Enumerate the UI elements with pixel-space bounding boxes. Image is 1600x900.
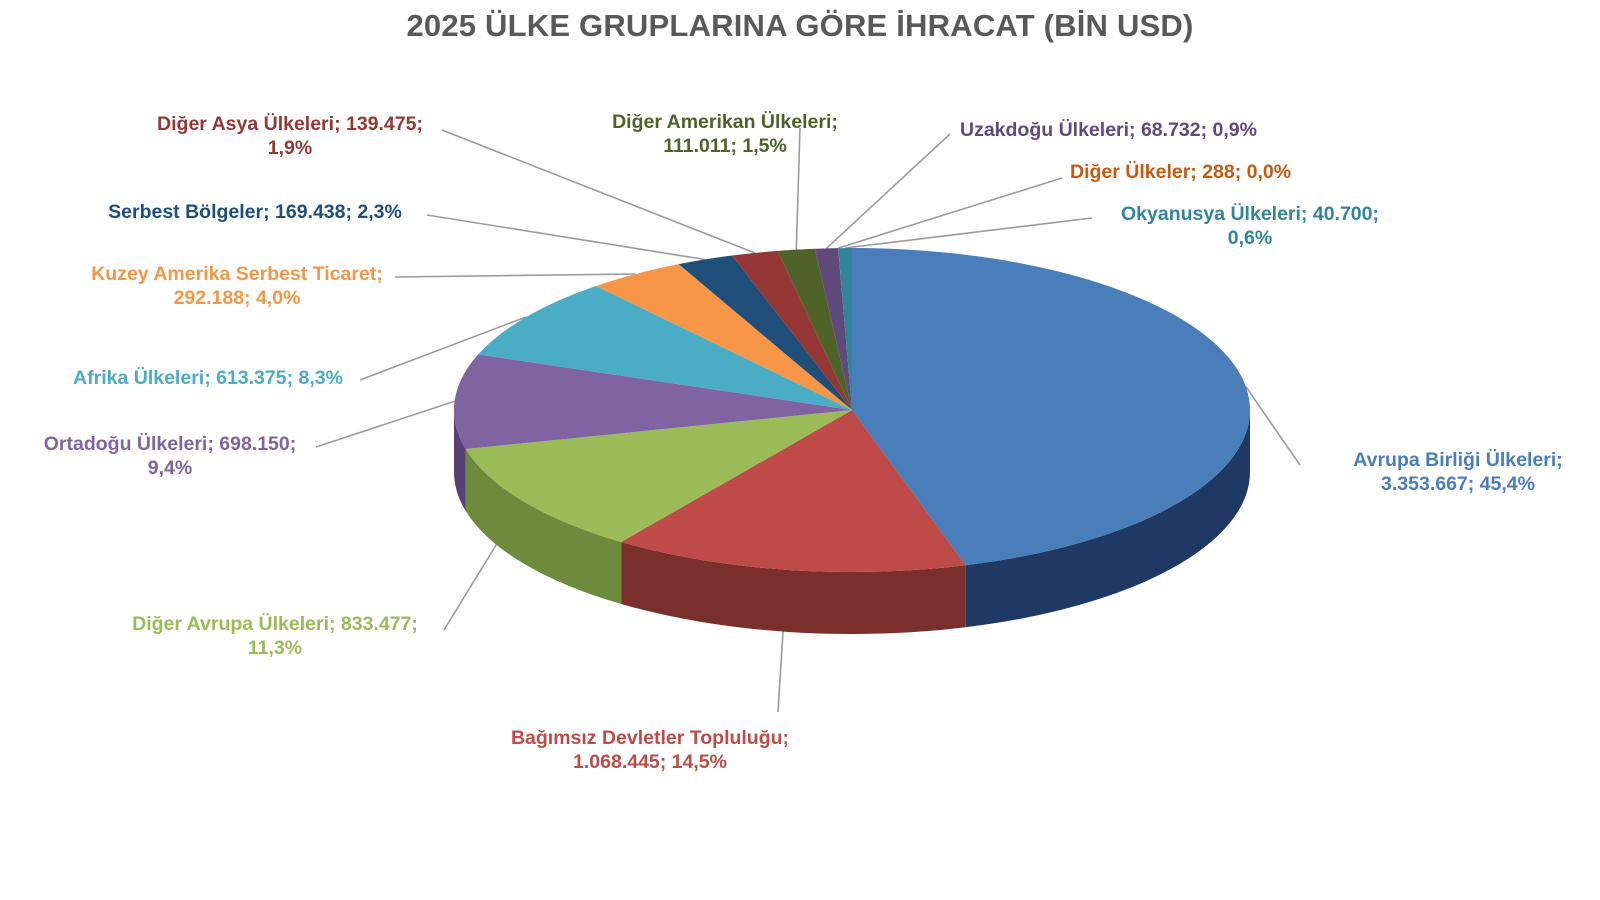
- leader-line: [795, 127, 801, 250]
- pie-slice-ortado-u-lkeleri[interactable]: [454, 354, 852, 450]
- data-label-kuzey-amerika-serbest-ticaret[interactable]: Kuzey Amerika Serbest Ticaret; 292.188; 4…: [62, 262, 412, 311]
- leader-line: [441, 129, 755, 254]
- data-label-line-1: Uzakdoğu Ülkeleri; 68.732; 0,9%: [960, 119, 1257, 141]
- pie-3d-sides-group: [454, 410, 1250, 634]
- data-label-line-2: 292.188; 4,0%: [173, 287, 301, 310]
- leader-line: [845, 217, 1093, 249]
- leader-line: [426, 214, 706, 261]
- leader-line: [825, 133, 951, 249]
- data-label-line-2: 9,4%: [147, 457, 193, 480]
- data-label-line-2: 11,3%: [247, 637, 303, 660]
- data-label-line-1: Diğer Avrupa Ülkeleri; 833.477;: [132, 613, 418, 635]
- pie-slice-side: [965, 410, 1250, 628]
- data-label-ortado-u-lkeleri[interactable]: Ortadoğu Ülkeleri; 698.150; 9,4%: [10, 432, 330, 481]
- data-label-line-1: Diğer Amerikan Ülkeleri;: [612, 111, 838, 133]
- leader-line: [359, 316, 527, 381]
- data-label-line-2: 1.068.445; 14,5%: [573, 751, 727, 774]
- data-label-line-1: Avrupa Birliği Ülkeleri;: [1353, 449, 1563, 471]
- pie-slice-avrupa-birli-i-lkeleri[interactable]: [852, 248, 1251, 566]
- data-label-line-1: Okyanusya Ülkeleri; 40.700;: [1121, 203, 1379, 225]
- pie-slice-di-er-asya-lkeleri[interactable]: [731, 250, 852, 410]
- data-label-afrika-lkeleri[interactable]: Afrika Ülkeleri; 613.375; 8,3%: [28, 366, 388, 390]
- leader-line: [1245, 386, 1301, 466]
- data-label-okyanusya-lkeleri[interactable]: Okyanusya Ülkeleri; 40.700; 0,6%: [1100, 202, 1400, 251]
- pie-slice-side: [465, 449, 622, 604]
- data-label-line-1: Kuzey Amerika Serbest Ticaret;: [91, 263, 383, 285]
- data-label-ba-ms-z-devletler-toplulu-u[interactable]: Bağımsız Devletler Topluluğu; 1.068.445; …: [480, 726, 820, 775]
- pie-slice-di-er-avrupa-lkeleri[interactable]: [465, 410, 852, 542]
- data-label-line-2: 3.353.667; 45,4%: [1381, 473, 1535, 496]
- pie-slice-di-er-lkeler[interactable]: [838, 248, 852, 410]
- chart-title: 2025 ÜLKE GRUPLARINA GÖRE İHRACAT (BİN U…: [406, 8, 1194, 43]
- pie-slice-side: [454, 410, 466, 512]
- pie-slice-okyanusya-lkeleri[interactable]: [838, 248, 852, 410]
- pie-slice-serbest-b-lgeler[interactable]: [678, 255, 852, 410]
- leader-line: [394, 273, 636, 278]
- data-label-line-2: 1,9%: [267, 137, 313, 160]
- data-label-di-er-amerikan-lkeleri[interactable]: Diğer Amerikan Ülkeleri; 111.011; 1,5%: [580, 110, 870, 159]
- pie-top-slices-group: [454, 248, 1251, 573]
- leader-line: [837, 177, 1063, 249]
- pie-slice-uzakdo-u-lkeleri[interactable]: [814, 248, 852, 410]
- data-label-di-er-avrupa-lkeleri[interactable]: Diğer Avrupa Ülkeleri; 833.477; 11,3%: [100, 612, 450, 661]
- data-label-uzakdo-u-lkeleri[interactable]: Uzakdoğu Ülkeleri; 68.732; 0,9%: [960, 118, 1320, 142]
- data-label-line-1: Afrika Ülkeleri; 613.375; 8,3%: [73, 367, 343, 389]
- data-label-line-1: Bağımsız Devletler Topluluğu;: [510, 727, 790, 749]
- pie-slice-side: [621, 541, 966, 634]
- leader-line: [315, 400, 455, 448]
- pie-slice-kuzey-amerika-serbest-ticaret[interactable]: [595, 264, 852, 410]
- data-label-serbest-b-lgeler[interactable]: Serbest Bölgeler; 169.438; 2,3%: [80, 200, 430, 224]
- data-label-line-1: Ortadoğu Ülkeleri; 698.150;: [43, 433, 297, 455]
- data-label-line-2: 0,6%: [1227, 227, 1273, 250]
- data-label-line-1: Diğer Asya Ülkeleri; 139.475;: [157, 113, 423, 135]
- data-label-avrupa-birli-i-lkeleri[interactable]: Avrupa Birliği Ülkeleri; 3.353.667; 45,4%: [1318, 448, 1598, 497]
- data-label-line-2: 111.011; 1,5%: [663, 135, 787, 158]
- data-label-line-1: Serbest Bölgeler; 169.438; 2,3%: [108, 201, 402, 223]
- data-label-line-1: Diğer Ülkeler; 288; 0,0%: [1070, 161, 1292, 183]
- data-label-di-er-asya-lkeleri[interactable]: Diğer Asya Ülkeleri; 139.475; 1,9%: [130, 112, 450, 161]
- pie-slice-afrika-lkeleri[interactable]: [478, 285, 852, 410]
- pie-slice-ba-ms-z-devletler-toplulu-u[interactable]: [621, 410, 966, 573]
- pie-slice-di-er-amerikan-lkeleri[interactable]: [777, 248, 852, 410]
- data-label-di-er-lkeler[interactable]: Diğer Ülkeler; 288; 0,0%: [1070, 160, 1330, 184]
